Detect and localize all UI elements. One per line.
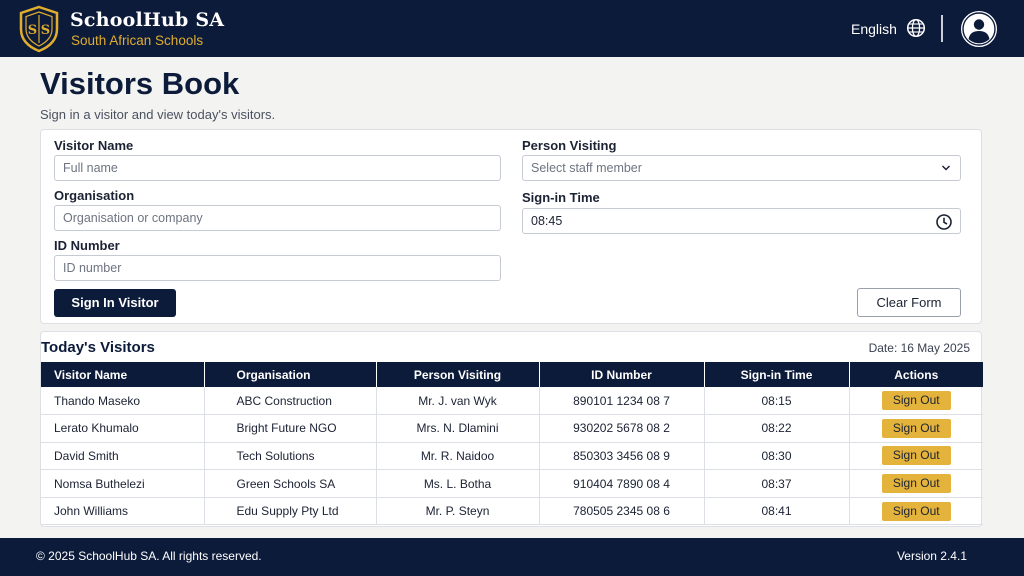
user-avatar-icon[interactable]	[960, 10, 998, 48]
top-header: S S SchoolHub SA South African Schools E…	[0, 0, 1024, 57]
page-footer: © 2025 SchoolHub SA. All rights reserved…	[0, 538, 1024, 576]
organisation-input[interactable]: Organisation or company	[54, 205, 501, 231]
signin-time-cell: 08:30	[704, 442, 850, 471]
id-number-cell: 930202 5678 08 2	[539, 414, 705, 443]
column-header[interactable]: Sign-in Time	[704, 362, 850, 387]
person-visiting-cell: Mrs. N. Dlamini	[376, 414, 540, 443]
organisation-cell: Green Schools SA	[204, 469, 377, 498]
person-visiting-placeholder: Select staff member	[531, 161, 642, 175]
actions-cell: Sign Out	[849, 469, 983, 498]
table-row: Thando Maseko ABC Construction Mr. J. va…	[41, 387, 983, 416]
todays-visitors-title: Today's Visitors	[41, 339, 155, 356]
id-number-cell: 850303 3456 08 9	[539, 442, 705, 471]
id-number-cell: 780505 2345 08 6	[539, 497, 705, 526]
table-row: David Smith Tech Solutions Mr. R. Naidoo…	[41, 442, 983, 471]
header-divider	[941, 15, 943, 42]
id-number-input[interactable]: ID number	[54, 255, 501, 281]
column-header[interactable]: ID Number	[539, 362, 705, 387]
sign-out-button[interactable]: Sign Out	[881, 501, 951, 521]
visitors-date: Date: 16 May 2025	[868, 341, 970, 355]
signin-time-cell: 08:15	[704, 387, 850, 416]
organisation-cell: Bright Future NGO	[204, 414, 377, 443]
id-number-label: ID Number	[54, 238, 120, 253]
person-visiting-cell: Mr. J. van Wyk	[376, 387, 540, 416]
visitors-table: Visitor Name Organisation Person Visitin…	[41, 362, 983, 526]
sign-out-button[interactable]: Sign Out	[881, 391, 951, 411]
page-subtitle: Sign in a visitor and view today's visit…	[40, 107, 276, 122]
signin-time-value: 08:45	[531, 214, 563, 228]
actions-cell: Sign Out	[849, 414, 983, 443]
visitor-name-cell: Nomsa Buthelezi	[41, 469, 205, 498]
todays-visitors-panel: Today's Visitors Date: 16 May 2025 Visit…	[40, 331, 983, 527]
sign-out-button[interactable]: Sign Out	[881, 474, 951, 494]
visitor-name-cell: Thando Maseko	[41, 387, 205, 416]
actions-cell: Sign Out	[849, 387, 983, 416]
table-row: John Williams Edu Supply Pty Ltd Mr. P. …	[41, 497, 983, 526]
organisation-label: Organisation	[54, 188, 135, 203]
signin-time-label: Sign-in Time	[522, 190, 600, 205]
signin-time-cell: 08:41	[704, 497, 850, 526]
person-visiting-label: Person Visiting	[522, 138, 617, 153]
signin-time-input[interactable]: 08:45	[522, 208, 961, 234]
id-number-cell: 890101 1234 08 7	[539, 387, 705, 416]
version-text: Version 2.4.1	[896, 549, 967, 563]
sign-out-button[interactable]: Sign Out	[881, 418, 951, 438]
sign-in-visitor-button[interactable]: Sign In Visitor	[54, 289, 176, 317]
svg-text:S: S	[41, 23, 50, 38]
signin-time-cell: 08:22	[704, 414, 850, 443]
shield-logo-icon[interactable]: S S	[18, 5, 60, 53]
sign-out-button[interactable]: Sign Out	[881, 446, 951, 466]
organisation-cell: Edu Supply Pty Ltd	[204, 497, 377, 526]
person-visiting-select[interactable]: Select staff member	[522, 155, 961, 181]
table-row: Nomsa Buthelezi Green Schools SA Ms. L. …	[41, 469, 983, 498]
visitor-name-input[interactable]: Full name	[54, 155, 501, 181]
table-row: Lerato Khumalo Bright Future NGO Mrs. N.…	[41, 414, 983, 443]
visitor-name-cell: Lerato Khumalo	[41, 414, 205, 443]
signin-time-cell: 08:37	[704, 469, 850, 498]
visitor-signin-form: Visitor Name Full name Organisation Orga…	[40, 129, 982, 324]
table-header-row: Visitor Name Organisation Person Visitin…	[41, 362, 983, 387]
id-number-cell: 910404 7890 08 4	[539, 469, 705, 498]
column-header: Actions	[849, 362, 983, 387]
globe-icon[interactable]	[906, 18, 926, 38]
visitor-name-cell: David Smith	[41, 442, 205, 471]
column-header[interactable]: Person Visiting	[376, 362, 540, 387]
copyright-text: © 2025 SchoolHub SA. All rights reserved…	[36, 549, 262, 563]
organisation-cell: Tech Solutions	[204, 442, 377, 471]
person-visiting-cell: Ms. L. Botha	[376, 469, 540, 498]
column-header[interactable]: Organisation	[204, 362, 377, 387]
page-title: Visitors Book	[40, 66, 240, 101]
actions-cell: Sign Out	[849, 442, 983, 471]
chevron-down-icon	[941, 165, 951, 171]
person-visiting-cell: Mr. R. Naidoo	[376, 442, 540, 471]
language-selector[interactable]: English	[851, 21, 897, 37]
organisation-cell: ABC Construction	[204, 387, 377, 416]
column-header[interactable]: Visitor Name	[41, 362, 205, 387]
svg-text:S: S	[28, 23, 37, 38]
person-visiting-cell: Mr. P. Steyn	[376, 497, 540, 526]
visitor-name-cell: John Williams	[41, 497, 205, 526]
brand-tagline: South African Schools	[71, 33, 204, 48]
visitor-name-label: Visitor Name	[54, 138, 134, 153]
brand-name: SchoolHub SA	[70, 9, 225, 31]
clear-form-button[interactable]: Clear Form	[857, 288, 961, 317]
actions-cell: Sign Out	[849, 497, 983, 526]
clock-icon[interactable]	[935, 213, 953, 231]
